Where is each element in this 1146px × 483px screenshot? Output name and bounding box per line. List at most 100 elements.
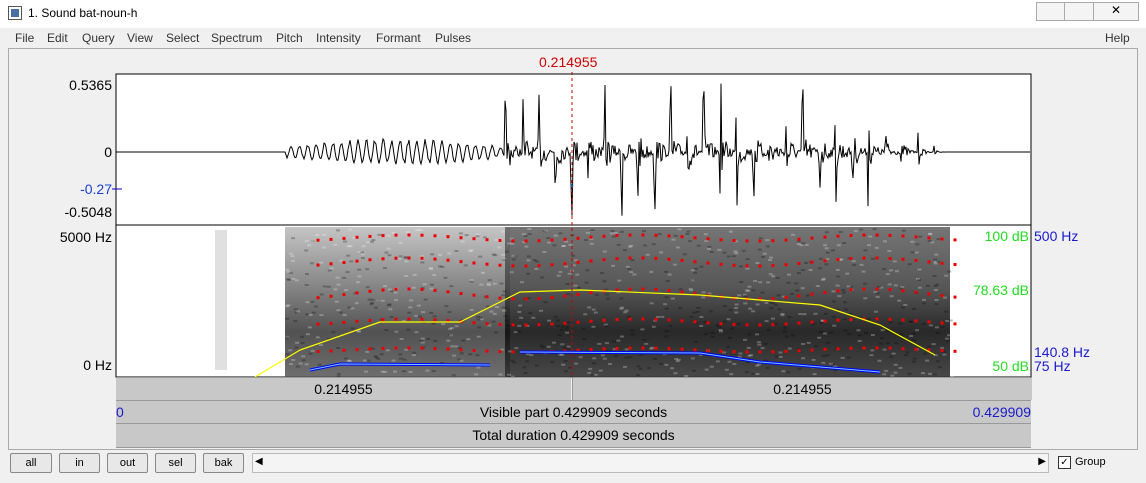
menu-item[interactable]: Help — [1105, 31, 1130, 45]
spectrogram-speckle — [285, 268, 290, 271]
menu-item[interactable]: Query — [82, 31, 115, 45]
spectrogram-speckle — [948, 319, 953, 322]
formant-dot — [602, 234, 606, 238]
spectrogram-speckle — [516, 330, 521, 333]
spectrogram-speckle — [933, 260, 938, 263]
formant-dot — [459, 292, 463, 295]
spectrogram-speckle — [414, 331, 419, 334]
spectrogram-speckle — [502, 290, 507, 293]
zoom-all-button[interactable]: all — [10, 453, 52, 473]
spectrogram-speckle — [305, 313, 309, 316]
menu-item[interactable]: Spectrum — [211, 31, 263, 45]
spectrogram-speckle — [557, 334, 562, 337]
formant-dot — [797, 237, 801, 241]
formant-dot — [342, 348, 346, 352]
menu-item[interactable]: View — [127, 31, 153, 45]
spectrogram-speckle — [824, 263, 829, 266]
spectrogram-speckle — [374, 306, 378, 309]
spectrogram-speckle — [757, 248, 762, 251]
formant-dot — [797, 349, 801, 353]
spectrogram-speckle — [823, 312, 828, 315]
spectrogram-speckle — [546, 345, 551, 348]
formant-dot — [823, 235, 827, 239]
menu-item[interactable]: Intensity — [316, 31, 361, 45]
menu-item[interactable]: File — [15, 31, 35, 45]
spectrogram-speckle — [873, 291, 878, 294]
spectrogram-speckle — [668, 324, 673, 327]
formant-dot — [693, 260, 697, 264]
spectrogram-speckle — [840, 356, 845, 359]
spectrogram-speckle — [327, 269, 332, 272]
formant-dot — [368, 318, 372, 322]
spectrogram-speckle — [830, 249, 835, 252]
spectrogram-speckle — [801, 343, 805, 345]
spectrogram-speckle — [842, 291, 846, 294]
menu-item[interactable]: Formant — [376, 31, 421, 45]
spectrogram-speckle — [366, 241, 371, 244]
scrollbar[interactable]: ◀ ▶ — [252, 453, 1049, 473]
spectrogram-speckle — [355, 281, 360, 284]
spectrogram-speckle — [945, 339, 950, 342]
zoom-in-button[interactable]: in — [59, 453, 100, 473]
spectrogram-speckle — [432, 274, 437, 277]
spectrogram-speckle — [399, 338, 404, 340]
spectrogram-speckle — [294, 311, 299, 314]
formant-dot — [784, 349, 788, 353]
spectrogram-speckle — [357, 251, 362, 253]
spectrogram-speckle — [517, 324, 522, 327]
spectrogram-speckle — [813, 312, 818, 315]
zoom-back-button[interactable]: bak — [203, 453, 244, 473]
spectrogram-speckle — [556, 274, 561, 277]
spectrogram-speckle — [407, 311, 412, 314]
spectrogram-speckle — [425, 369, 430, 372]
spectrogram-speckle — [458, 232, 463, 235]
spectrogram-speckle — [676, 358, 681, 361]
spectrogram-speckle — [915, 278, 920, 280]
formant-dot — [927, 320, 931, 324]
zoom-out-button[interactable]: out — [107, 453, 148, 473]
spectrogram-speckle — [393, 370, 397, 373]
menu-item[interactable]: Pitch — [276, 31, 303, 45]
formant-dot — [342, 293, 346, 297]
spectrogram-speckle — [478, 316, 483, 319]
zoom-sel-button[interactable]: sel — [155, 453, 196, 473]
visible-bar[interactable]: Visible part 0.429909 seconds — [116, 400, 1031, 423]
spectrogram-speckle — [612, 235, 616, 238]
formant-dot — [732, 350, 736, 354]
menu-item[interactable]: Edit — [47, 31, 68, 45]
spectrogram-speckle — [287, 278, 292, 281]
formant-dot — [810, 320, 814, 324]
spectrogram-speckle — [346, 254, 351, 257]
formant-dot — [420, 256, 424, 260]
spectrogram-speckle — [944, 274, 949, 277]
spectrogram-speckle — [863, 249, 868, 252]
formant-dot — [823, 259, 827, 263]
app-icon — [8, 6, 22, 20]
spectrogram-speckle — [531, 316, 536, 319]
spectrogram-speckle — [296, 310, 300, 313]
spectrogram-speckle — [454, 325, 459, 328]
scroll-right[interactable]: ▶ — [1038, 456, 1046, 467]
menu-item[interactable]: Select — [166, 31, 200, 45]
close-button[interactable]: ✕ — [1093, 2, 1139, 21]
formant-dot — [706, 237, 710, 241]
spectrogram-speckle — [832, 300, 836, 303]
total-bar[interactable]: Total duration 0.429909 seconds — [116, 423, 1031, 448]
segment-bar[interactable]: 0.214955 — [116, 377, 571, 400]
spectrogram-speckle — [513, 255, 517, 258]
spectrogram-speckle — [945, 320, 950, 322]
formant-dot — [693, 320, 697, 324]
spectrogram-speckle — [928, 232, 932, 235]
spectrogram-speckle — [685, 233, 690, 235]
formant-dot — [576, 292, 580, 296]
frequency-min: 0 Hz — [83, 357, 112, 373]
spectrogram-speckle — [600, 354, 605, 357]
menu-item[interactable]: Pulses — [435, 31, 472, 45]
group-checkbox[interactable]: ✓ — [1058, 456, 1071, 469]
spectrogram-speckle — [885, 273, 890, 276]
segment-bar[interactable]: 0.214955 — [572, 377, 1032, 400]
spectrogram-speckle — [786, 281, 791, 284]
scroll-left[interactable]: ◀ — [255, 456, 263, 467]
spectrogram-speckle — [933, 289, 938, 291]
spectrogram-speckle — [863, 282, 868, 285]
